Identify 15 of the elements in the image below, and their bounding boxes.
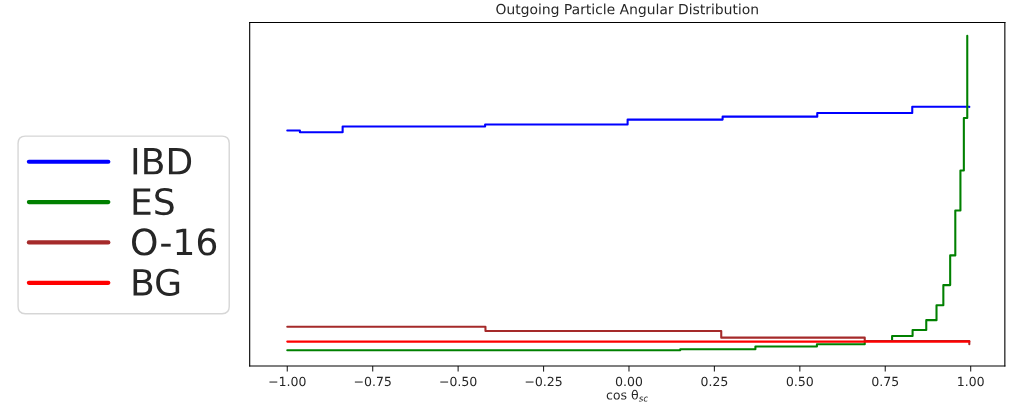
x-tick-label: −1.00 [269, 376, 306, 387]
legend-label: BG [133, 268, 180, 296]
x-axis-title: cos θ$_{sc}$ [606, 389, 649, 402]
x-tick-label: 1.00 [958, 376, 984, 387]
x-tick-label: 0.00 [615, 376, 643, 387]
x-tick-label: −0.25 [525, 376, 562, 387]
legend-label: ES [133, 187, 174, 216]
x-tick-label: 0.25 [701, 376, 728, 387]
x-tick-label: −0.50 [440, 376, 477, 387]
x-tick-label: 0.75 [872, 376, 899, 387]
legend-label: O-16 [132, 228, 217, 256]
chart-title: Outgoing Particle Angular Distribution [496, 3, 758, 18]
legend-label: IBD [133, 148, 192, 175]
x-tick-label: 0.50 [786, 376, 813, 387]
x-tick-label: −0.75 [354, 376, 391, 387]
